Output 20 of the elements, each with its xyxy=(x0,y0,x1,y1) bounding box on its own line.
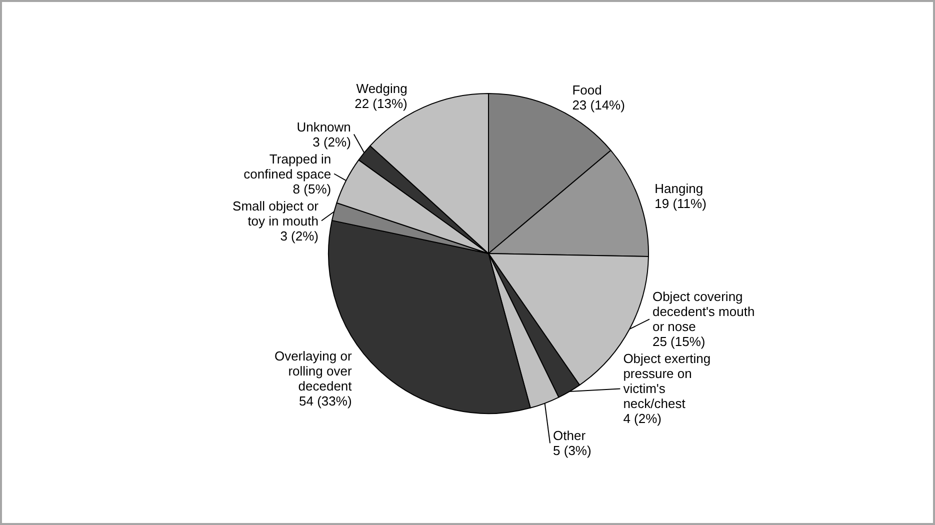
slice-label: Wedging xyxy=(356,81,408,96)
slice-label: Object exerting pressure on victim's neck/chest xyxy=(623,351,711,412)
slice-label: Small object or toy in mouth xyxy=(232,198,320,228)
data-label: 4 (2%) xyxy=(623,411,662,426)
data-label: 8 (5%) xyxy=(292,181,332,196)
data-label: 23 (14%) xyxy=(572,98,625,113)
slice-label: Overlaying or rolling over decedent xyxy=(274,348,352,394)
data-label: 19 (11%) xyxy=(654,196,706,212)
slice-label: Trapped in confined space xyxy=(244,151,332,182)
slice-label: Object covering decedent's mouth or nose xyxy=(652,289,755,334)
data-label: 25 (15%) xyxy=(652,334,706,350)
slice-label: Other xyxy=(553,428,586,444)
data-label: 3 (2%) xyxy=(280,228,319,244)
slice-label: Food xyxy=(572,82,602,98)
data-label: 3 (2%) xyxy=(312,134,351,150)
slice-label: Hanging xyxy=(654,181,704,196)
data-label: 22 (13%) xyxy=(354,96,408,112)
data-label: 5 (3%) xyxy=(553,443,592,458)
data-label: 54 (33%) xyxy=(299,394,352,409)
slice-label: Unknown xyxy=(296,119,351,134)
